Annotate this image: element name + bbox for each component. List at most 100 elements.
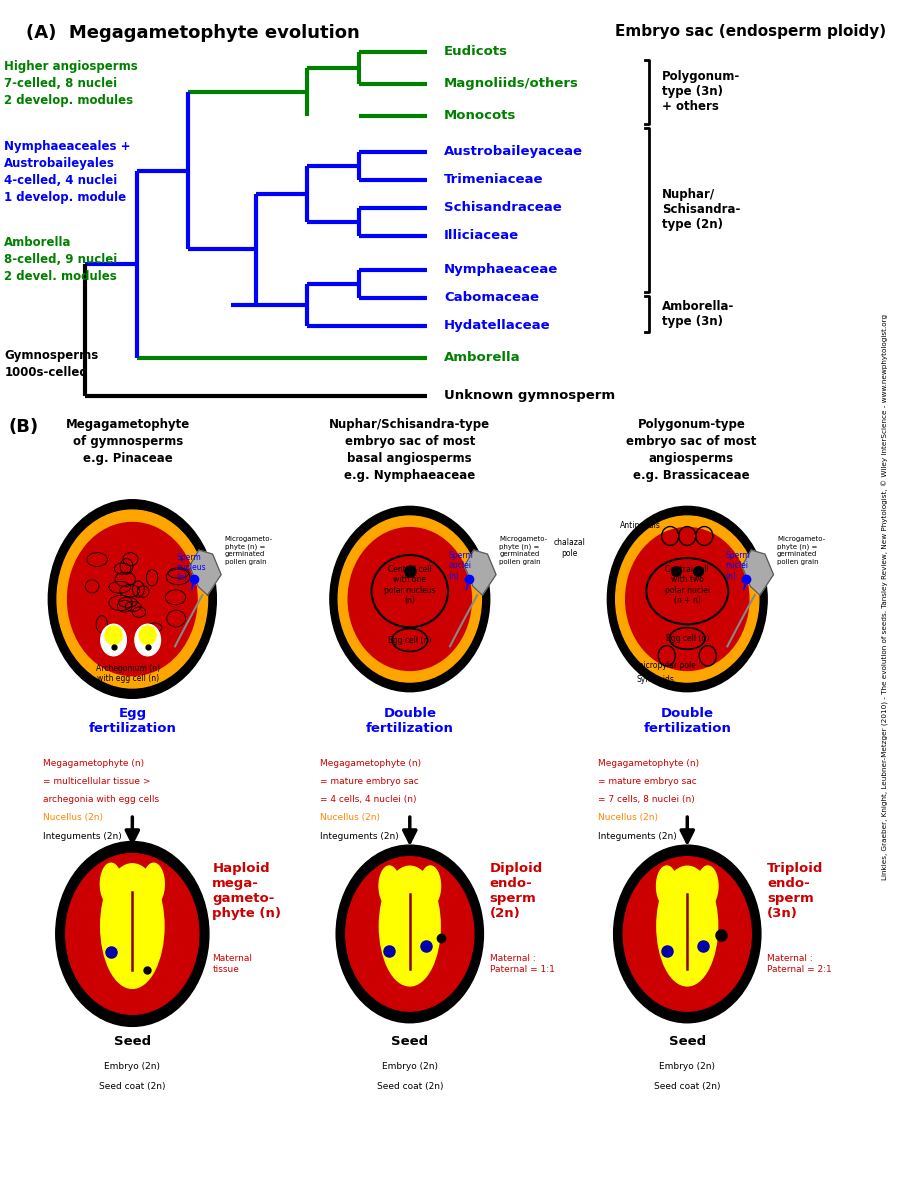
Text: Austrobaileyaceae: Austrobaileyaceae — [444, 146, 583, 159]
Ellipse shape — [346, 857, 474, 1011]
Text: chalazal
pole: chalazal pole — [554, 538, 586, 558]
Text: Monocots: Monocots — [444, 110, 516, 123]
Text: Integuments (2n): Integuments (2n) — [43, 831, 121, 841]
Ellipse shape — [68, 523, 197, 676]
Text: Nymphaeaceae: Nymphaeaceae — [444, 264, 558, 277]
Text: Double
fertilization: Double fertilization — [366, 707, 453, 736]
Text: Nucellus (2n): Nucellus (2n) — [320, 813, 380, 823]
Text: Egg
fertilization: Egg fertilization — [88, 707, 176, 736]
Text: Megagametophyte (n): Megagametophyte (n) — [43, 759, 144, 768]
Polygon shape — [465, 550, 496, 595]
Text: (A)  Megagametophyte evolution: (A) Megagametophyte evolution — [26, 24, 359, 42]
Text: archegonia with egg cells: archegonia with egg cells — [43, 795, 159, 805]
Text: Hydatellaceae: Hydatellaceae — [444, 320, 551, 332]
Polygon shape — [189, 550, 221, 595]
Text: Central cell
with one
polar nucleus
(n): Central cell with one polar nucleus (n) — [384, 565, 436, 605]
Text: Haploid
mega-
gameto-
phyte (n): Haploid mega- gameto- phyte (n) — [212, 862, 282, 919]
Text: Seed: Seed — [668, 1035, 706, 1048]
Ellipse shape — [613, 845, 761, 1023]
Text: Embryo (2n): Embryo (2n) — [105, 1061, 161, 1071]
Text: Eudicots: Eudicots — [444, 45, 508, 59]
Ellipse shape — [143, 863, 164, 905]
Ellipse shape — [101, 863, 164, 989]
Text: Seed coat (2n): Seed coat (2n) — [376, 1082, 443, 1091]
Text: Integuments (2n): Integuments (2n) — [598, 831, 677, 841]
Ellipse shape — [656, 866, 677, 906]
Text: Microgameto-
phyte (n) =
germinated
pollen grain: Microgameto- phyte (n) = germinated poll… — [499, 536, 547, 565]
Text: Triploid
endo-
sperm
(3n): Triploid endo- sperm (3n) — [767, 862, 823, 919]
Text: Nucellus (2n): Nucellus (2n) — [598, 813, 657, 823]
Text: Embryo (2n): Embryo (2n) — [382, 1061, 438, 1071]
Text: (B): (B) — [8, 418, 39, 436]
Text: Egg cell (n): Egg cell (n) — [666, 634, 709, 642]
Text: Central cell
with two
polar nuclei
(n + n): Central cell with two polar nuclei (n + … — [665, 565, 710, 605]
Ellipse shape — [140, 626, 156, 645]
Text: Megagametophyte (n): Megagametophyte (n) — [320, 759, 421, 768]
Text: Amborella: Amborella — [444, 351, 521, 364]
Text: Egg cell (n): Egg cell (n) — [388, 635, 431, 645]
Ellipse shape — [348, 528, 471, 671]
Text: Amborella-
type (3n): Amborella- type (3n) — [662, 300, 734, 328]
Text: micropylar pole: micropylar pole — [636, 661, 696, 670]
Text: Sperm
nuclei
(n): Sperm nuclei (n) — [726, 552, 750, 580]
Text: Embryo (2n): Embryo (2n) — [659, 1061, 715, 1071]
Text: Schisandraceae: Schisandraceae — [444, 202, 562, 215]
Text: Seed: Seed — [391, 1035, 429, 1048]
Text: Magnoliids/others: Magnoliids/others — [444, 78, 579, 91]
Polygon shape — [742, 550, 774, 595]
Text: Microgameto-
phyte (n) =
germinated
pollen grain: Microgameto- phyte (n) = germinated poll… — [777, 536, 825, 565]
Text: = mature embryo sac: = mature embryo sac — [598, 777, 697, 786]
Text: Microgameto-
phyte (n) =
germinated
pollen grain: Microgameto- phyte (n) = germinated poll… — [225, 536, 273, 565]
Text: Synergids: Synergids — [636, 675, 674, 684]
Text: Polygonum-
type (3n)
+ others: Polygonum- type (3n) + others — [662, 70, 740, 113]
Ellipse shape — [66, 854, 199, 1015]
Ellipse shape — [657, 866, 718, 986]
Ellipse shape — [379, 866, 399, 906]
Text: Diploid
endo-
sperm
(2n): Diploid endo- sperm (2n) — [490, 862, 543, 919]
Ellipse shape — [57, 510, 207, 688]
Ellipse shape — [616, 516, 759, 682]
Text: Megagametophyte (n): Megagametophyte (n) — [598, 759, 699, 768]
Text: Cabomaceae: Cabomaceae — [444, 291, 539, 304]
Ellipse shape — [626, 528, 749, 671]
Ellipse shape — [420, 866, 441, 906]
Ellipse shape — [623, 857, 751, 1011]
Text: Nymphaeaceales +
Austrobaileyales
4-celled, 4 nuclei
1 develop. module: Nymphaeaceales + Austrobaileyales 4-cell… — [5, 140, 130, 204]
Ellipse shape — [100, 863, 122, 905]
Text: Nuphar/
Schisandra-
type (2n): Nuphar/ Schisandra- type (2n) — [662, 189, 740, 232]
Text: Embryo sac (endosperm ploidy): Embryo sac (endosperm ploidy) — [615, 24, 886, 39]
Text: Antipodals: Antipodals — [620, 521, 661, 530]
Ellipse shape — [135, 624, 161, 656]
Text: Nuphar/Schisandra-type
embryo sac of most
basal angiosperms
e.g. Nymphaeaceae: Nuphar/Schisandra-type embryo sac of mos… — [330, 418, 490, 482]
Ellipse shape — [105, 626, 122, 645]
Ellipse shape — [56, 842, 209, 1027]
Text: Sperm
nuclei
(n): Sperm nuclei (n) — [448, 552, 473, 580]
Text: = mature embryo sac: = mature embryo sac — [320, 777, 419, 786]
Text: Nucellus (2n): Nucellus (2n) — [43, 813, 103, 823]
Text: Illiciaceae: Illiciaceae — [444, 229, 519, 242]
Ellipse shape — [101, 624, 127, 656]
Text: Higher angiosperms
7-celled, 8 nuclei
2 develop. modules: Higher angiosperms 7-celled, 8 nuclei 2 … — [5, 61, 138, 107]
Ellipse shape — [379, 866, 441, 986]
Text: = 7 cells, 8 nuclei (n): = 7 cells, 8 nuclei (n) — [598, 795, 694, 805]
Text: Linkies, Graeber, Knight, Leubner-Metzger (2010) - The evolution of seeds. Tansl: Linkies, Graeber, Knight, Leubner-Metzge… — [882, 314, 890, 880]
Ellipse shape — [698, 866, 718, 906]
Text: Archegonium (n)
with egg cell (n): Archegonium (n) with egg cell (n) — [96, 664, 160, 683]
Text: Trimeniaceae: Trimeniaceae — [444, 173, 543, 186]
Text: Seed coat (2n): Seed coat (2n) — [654, 1082, 721, 1091]
Text: = multicellular tissue >: = multicellular tissue > — [43, 777, 151, 786]
Text: Polygonum-type
embryo sac of most
angiosperms
e.g. Brassicaceae: Polygonum-type embryo sac of most angios… — [626, 418, 756, 482]
Text: Maternal :
Paternal = 1:1: Maternal : Paternal = 1:1 — [490, 954, 554, 974]
Ellipse shape — [608, 506, 767, 691]
Ellipse shape — [336, 845, 484, 1023]
Text: Maternal :
Paternal = 2:1: Maternal : Paternal = 2:1 — [767, 954, 832, 974]
Text: Integuments (2n): Integuments (2n) — [320, 831, 399, 841]
Ellipse shape — [49, 500, 217, 698]
Text: Unknown gymnosperm: Unknown gymnosperm — [444, 389, 615, 402]
Text: Amborella
8-celled, 9 nuclei
2 devel. modules: Amborella 8-celled, 9 nuclei 2 devel. mo… — [5, 236, 118, 283]
Text: Double
fertilization: Double fertilization — [644, 707, 732, 736]
Text: Maternal
tissue: Maternal tissue — [212, 954, 252, 974]
Ellipse shape — [338, 516, 481, 682]
Text: Gymnosperms
1000s-celled: Gymnosperms 1000s-celled — [5, 349, 98, 378]
Ellipse shape — [330, 506, 489, 691]
